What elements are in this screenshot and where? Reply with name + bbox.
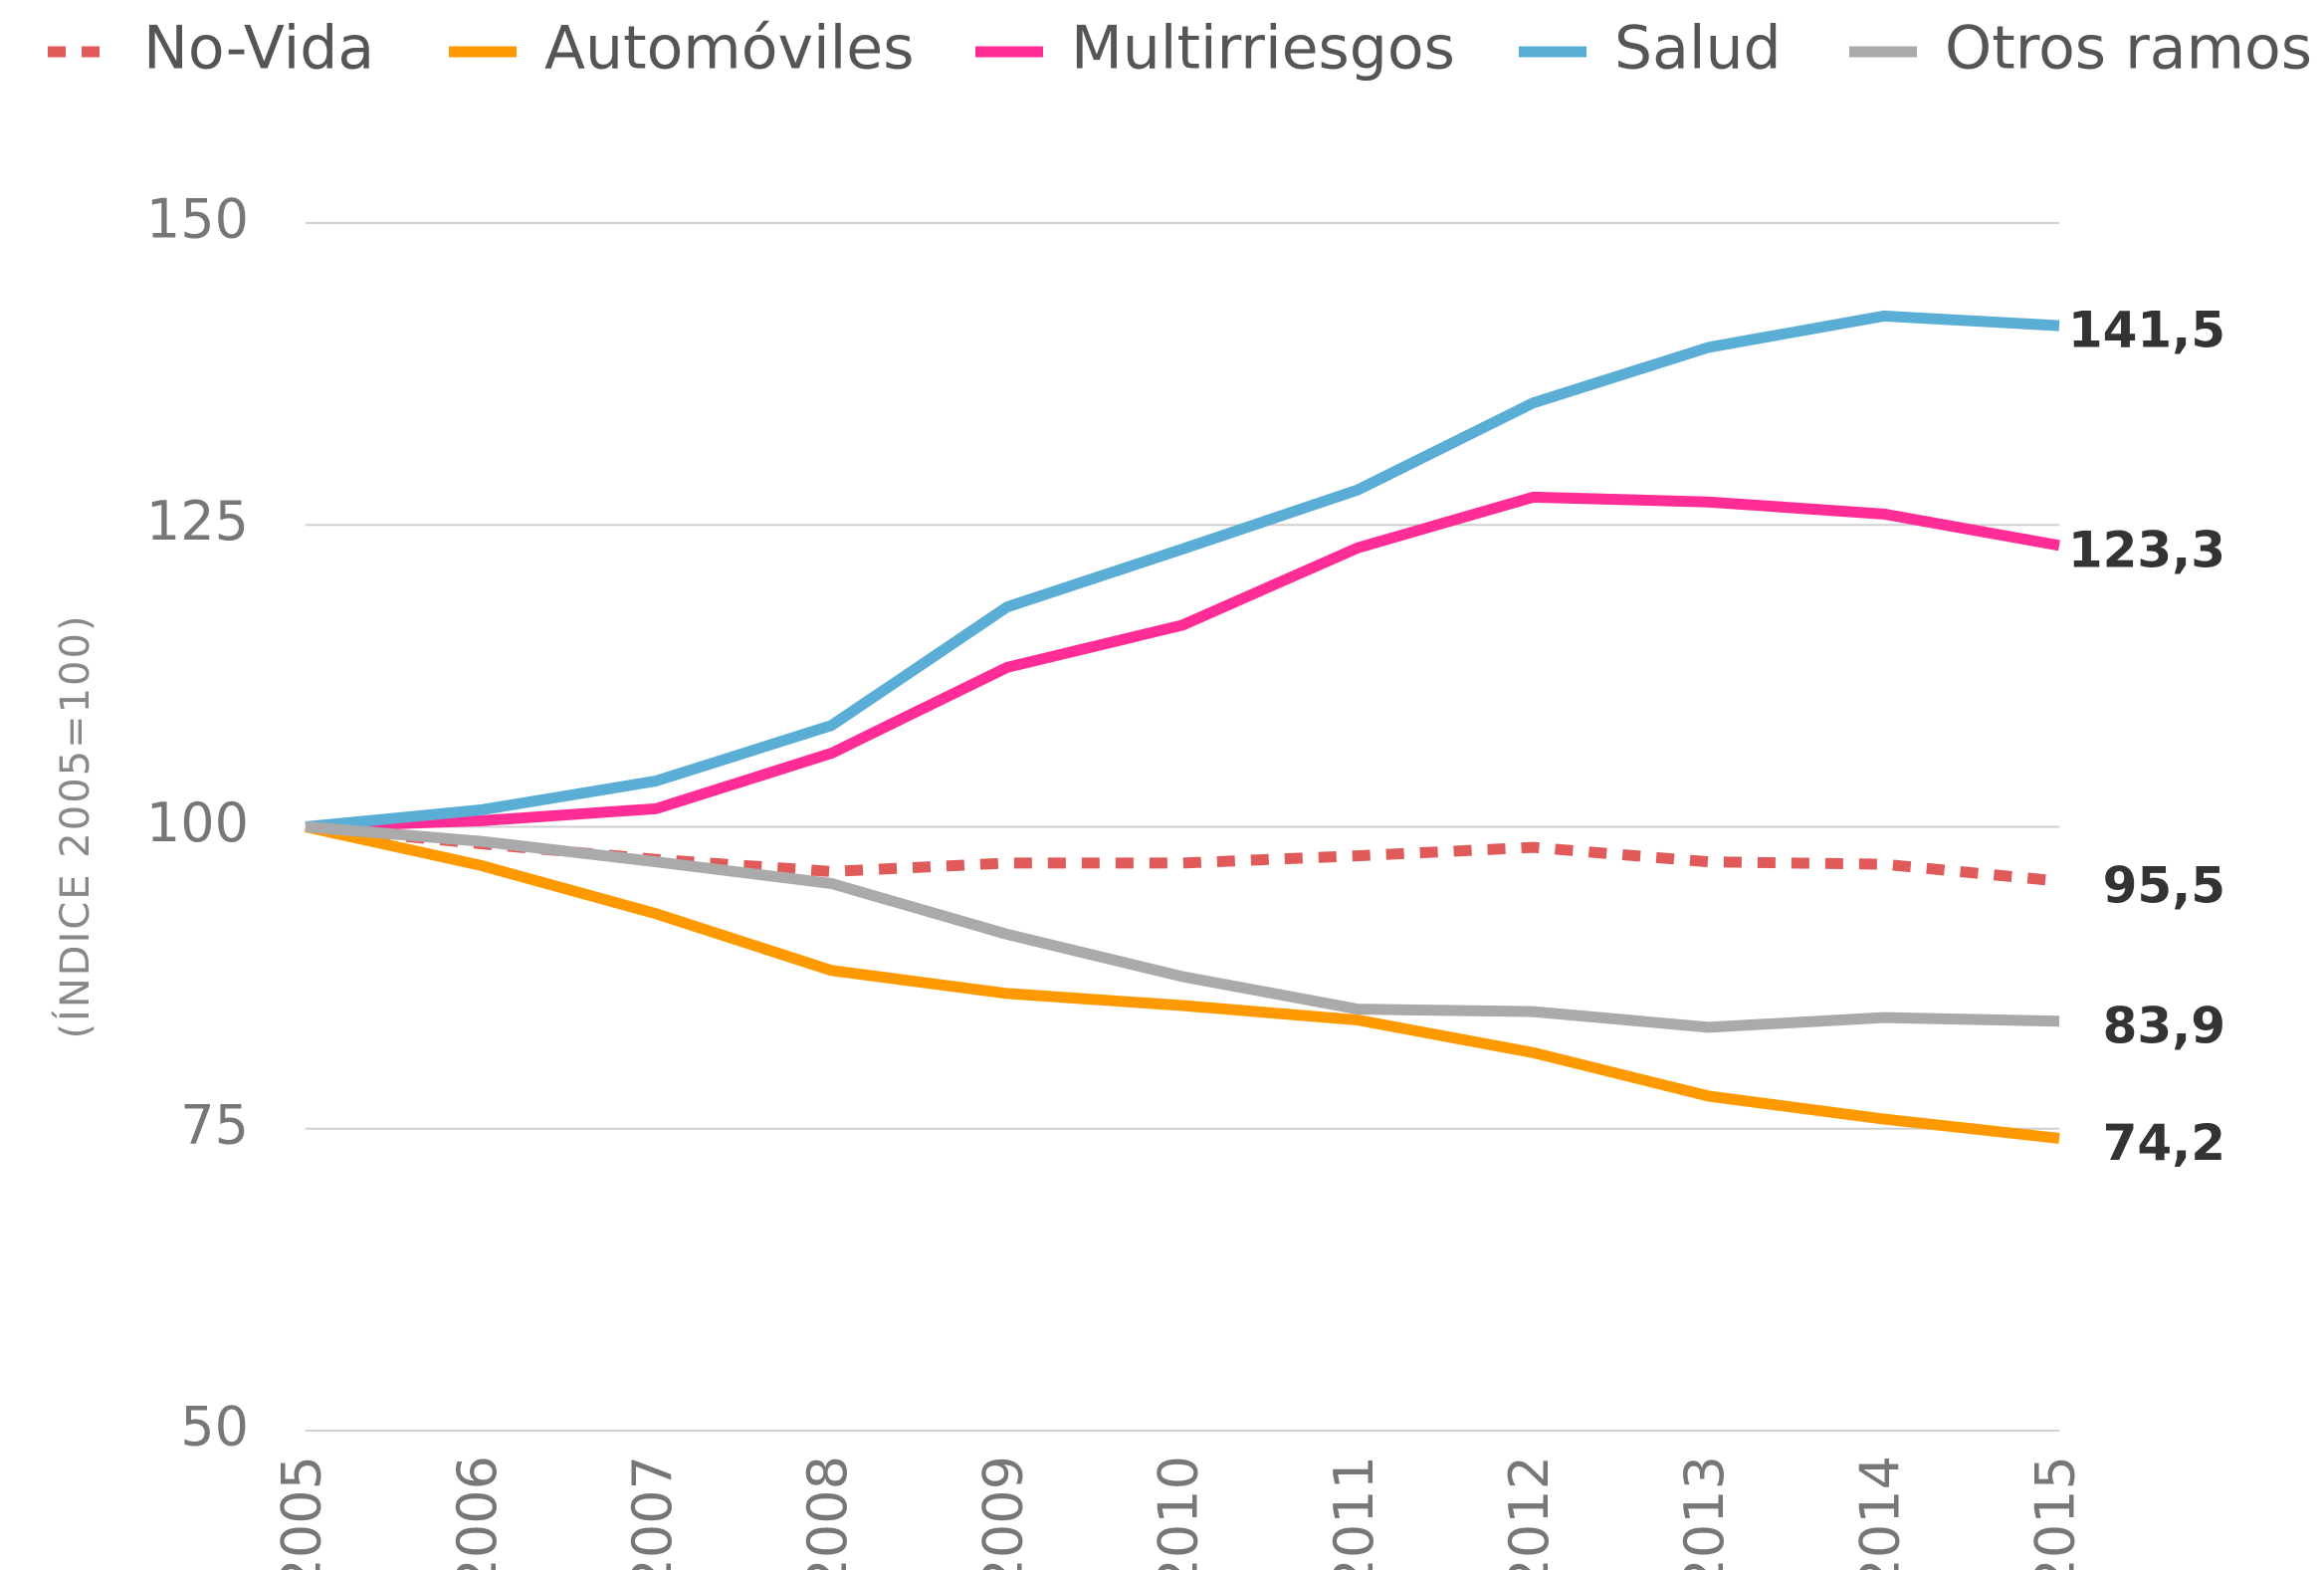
x-tick-label: 2009 [971, 1456, 1034, 1570]
y-tick-label: 150 [146, 188, 249, 251]
legend-label: Salud [1614, 14, 1782, 84]
value-label: 141,5 [2068, 302, 2225, 359]
value-label: 95,5 [2103, 857, 2225, 915]
value-label: 123,3 [2068, 521, 2225, 578]
legend-label: Automóviles [544, 14, 914, 84]
x-tick-label: 2006 [446, 1456, 509, 1570]
x-tick-label: 2015 [2024, 1456, 2087, 1570]
legend-label: Multirriesgos [1071, 14, 1455, 84]
series-line [305, 310, 2060, 832]
series-line [304, 821, 2060, 1144]
y-tick-label: 50 [180, 1396, 249, 1458]
y-tick-label: 75 [180, 1093, 249, 1156]
x-tick-label: 2011 [1323, 1456, 1385, 1570]
y-axis-label: (ÍNDICE 2005=100) [51, 613, 99, 1038]
legend-label: Otros ramos [1945, 14, 2312, 84]
x-tick-label: 2008 [796, 1456, 859, 1570]
x-tick-label: 2005 [271, 1456, 333, 1570]
y-tick-label: 125 [146, 490, 249, 553]
x-tick-label: 2007 [621, 1456, 684, 1570]
x-tick-label: 2012 [1498, 1456, 1561, 1570]
value-label: 83,9 [2103, 997, 2225, 1054]
y-tick-label: 100 [146, 791, 249, 854]
series-line [305, 491, 2060, 832]
x-tick-label: 2013 [1673, 1456, 1736, 1570]
series-line [305, 821, 2060, 887]
series-line [305, 821, 2060, 1033]
x-tick-label: 2014 [1848, 1456, 1911, 1570]
x-tick-label: 2010 [1148, 1456, 1210, 1570]
value-label: 74,2 [2103, 1114, 2225, 1172]
legend-label: No-Vida [143, 14, 374, 84]
